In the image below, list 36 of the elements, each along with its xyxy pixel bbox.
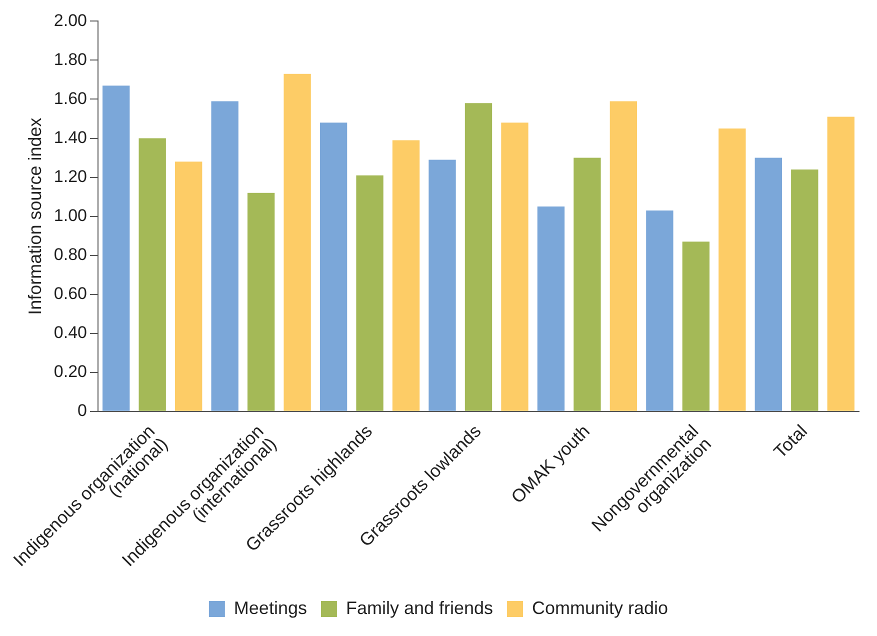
y-tick-label: 1.80: [54, 50, 87, 69]
y-tick-label: 0.20: [54, 362, 87, 382]
y-tick-label: 0.40: [54, 323, 87, 342]
bar: [464, 103, 492, 411]
bar: [175, 162, 202, 411]
bar: [247, 192, 275, 411]
legend-label: Community radio: [532, 598, 668, 618]
y-tick-label: 1.20: [54, 166, 87, 186]
legend-label: Meetings: [234, 598, 307, 618]
bar: [211, 101, 238, 411]
bar: [138, 138, 166, 411]
bar: [610, 101, 638, 411]
bar: [791, 169, 818, 411]
bar: [537, 206, 565, 411]
y-axis-title: Information source index: [25, 118, 46, 315]
bar: [718, 128, 746, 411]
bar: [827, 116, 854, 411]
y-tick-label: 0.80: [54, 245, 87, 264]
y-tick-label: 0: [78, 401, 87, 420]
bar: [428, 160, 456, 411]
bar: [102, 86, 130, 411]
legend-label: Family and friends: [346, 598, 494, 618]
y-tick-label: 1.40: [54, 128, 87, 147]
y-tick-label: 1.00: [54, 206, 87, 225]
bar: [284, 74, 311, 411]
y-tick-label: 1.60: [54, 88, 87, 108]
bar: [646, 210, 674, 411]
bar: [392, 140, 420, 411]
bar: [320, 122, 348, 411]
bar: [682, 242, 710, 411]
bar: [754, 158, 782, 411]
y-tick-label: 0.60: [54, 284, 87, 304]
bar: [356, 175, 384, 411]
bar: [574, 158, 601, 411]
y-tick-label: 2.00: [54, 10, 87, 30]
bar: [501, 122, 528, 411]
